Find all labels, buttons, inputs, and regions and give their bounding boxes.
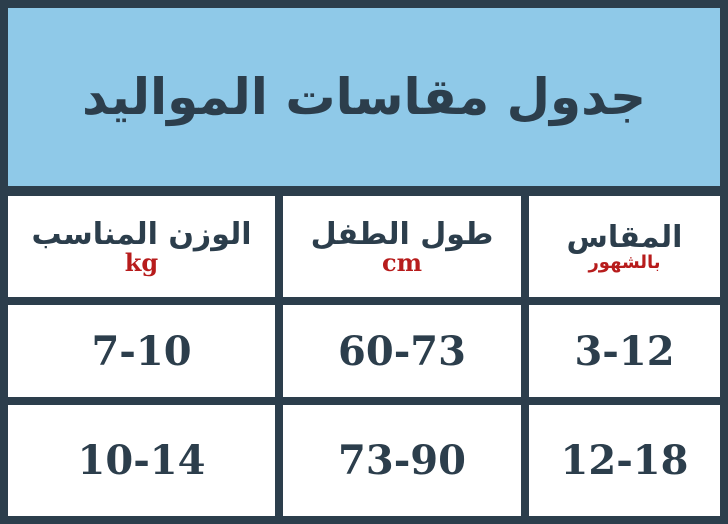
header-label: طول الطفل <box>310 217 494 252</box>
table-cell: 10-14 <box>8 405 275 516</box>
header-size: المقاس بالشهور <box>529 196 720 297</box>
header-weight: الوزن المناسب kg <box>8 196 275 297</box>
table-cell: 3-12 <box>529 305 720 397</box>
cell-value: 7-10 <box>91 327 192 375</box>
header-unit: بالشهور <box>588 252 661 273</box>
header-label: الوزن المناسب <box>31 217 252 252</box>
title-text: جدول مقاسات المواليد <box>81 68 647 126</box>
table-cell: 12-18 <box>529 405 720 516</box>
cell-value: 73-90 <box>338 437 466 484</box>
cell-value: 10-14 <box>77 437 206 484</box>
cell-value: 12-18 <box>560 437 689 484</box>
header-unit: kg <box>124 248 159 277</box>
cell-value: 60-73 <box>338 327 466 375</box>
cell-value: 3-12 <box>574 327 675 375</box>
table-cell: 60-73 <box>283 305 521 397</box>
table-title: جدول مقاسات المواليد <box>8 8 720 186</box>
header-length: طول الطفل cm <box>283 196 521 297</box>
header-label: المقاس <box>566 220 683 255</box>
table-cell: 73-90 <box>283 405 521 516</box>
table-cell: 7-10 <box>8 305 275 397</box>
header-unit: cm <box>381 248 422 277</box>
